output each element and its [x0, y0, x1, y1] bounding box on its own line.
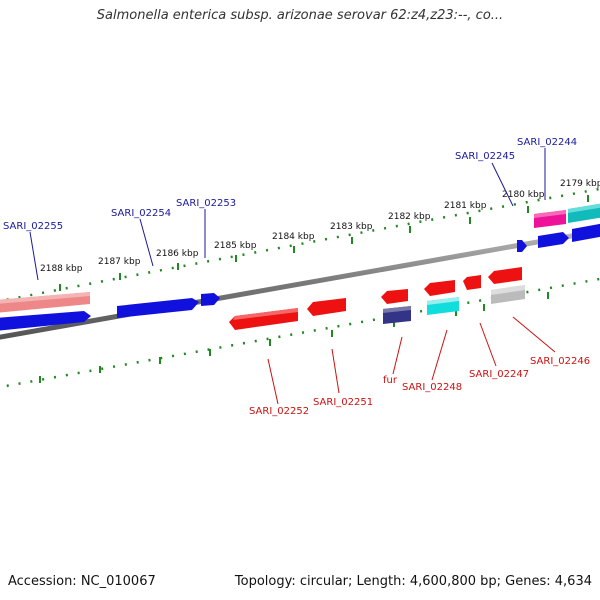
gene-fur[interactable]: [381, 289, 408, 304]
gene-label[interactable]: SARI_02253: [176, 198, 236, 209]
scale-label: 2180 kbp: [502, 190, 545, 200]
forward-gene-labels: SARI_02255 SARI_02254 SARI_02253 SARI_02…: [3, 137, 577, 232]
gene-label[interactable]: SARI_02247: [469, 369, 529, 380]
leader-line: [479, 322, 497, 367]
gene-sari-02246-grey-shade: [491, 285, 525, 295]
scale-label: 2184 kbp: [272, 232, 315, 242]
leader-line: [267, 358, 279, 405]
gene-sari-02252-shade: [233, 308, 298, 320]
leader-line: [139, 218, 154, 267]
reverse-strand-genes: [229, 267, 525, 330]
gene-forward-blue-right[interactable]: [572, 223, 600, 242]
scale-label: 2187 kbp: [98, 257, 141, 267]
forward-strand-genes: [0, 203, 600, 331]
scale-label: 2183 kbp: [330, 222, 373, 232]
reverse-scale-line: [0, 277, 600, 389]
gene-label[interactable]: SARI_02255: [3, 221, 63, 232]
reverse-major-ticks: [39, 292, 549, 383]
gene-pseudo-shade: [0, 292, 90, 304]
gene-sari-02248[interactable]: [424, 280, 455, 296]
leader-line: [512, 316, 556, 353]
gene-label[interactable]: fur: [383, 375, 398, 386]
gene-sari-02255[interactable]: [0, 311, 91, 331]
gene-small-forward[interactable]: [517, 240, 527, 252]
scale-label: 2179 kbp: [560, 179, 600, 189]
gene-sari-02253[interactable]: [201, 293, 220, 306]
reverse-gene-labels: SARI_02252 SARI_02251 fur SARI_02248 SAR…: [249, 356, 590, 417]
gene-label[interactable]: SARI_02254: [111, 208, 171, 219]
gene-sari-02246[interactable]: [488, 267, 522, 284]
scale-labels: 2188 kbp 2187 kbp 2186 kbp 2185 kbp 2184…: [40, 179, 600, 274]
leader-line: [491, 162, 514, 207]
gene-label[interactable]: SARI_02246: [530, 356, 590, 367]
leader-line: [29, 231, 39, 281]
gene-label[interactable]: SARI_02244: [517, 137, 577, 148]
gene-fur-navy-shade: [383, 306, 411, 313]
gene-label[interactable]: SARI_02245: [455, 151, 515, 162]
leader-line: [431, 329, 448, 381]
genome-title: Salmonella enterica subsp. arizonae sero…: [96, 8, 504, 23]
scale-label: 2186 kbp: [156, 249, 199, 259]
forward-leader-lines: [29, 148, 546, 281]
gene-sari-02251[interactable]: [307, 298, 346, 316]
forward-scale-line: [0, 187, 600, 303]
gene-label[interactable]: SARI_02252: [249, 406, 309, 417]
gene-label[interactable]: SARI_02251: [313, 397, 373, 408]
gene-sari-02247[interactable]: [463, 275, 481, 290]
forward-major-ticks: [59, 195, 589, 291]
scale-label: 2182 kbp: [388, 212, 431, 222]
gene-magenta-shade: [534, 210, 566, 218]
leader-line: [392, 336, 403, 375]
gene-forward-blue[interactable]: [538, 232, 569, 248]
gene-sari-02248-cyan-shade: [427, 297, 459, 305]
gene-sari-02254[interactable]: [117, 298, 199, 318]
reverse-leader-lines: [267, 316, 556, 405]
gene-teal-shade: [568, 203, 600, 213]
scale-label: 2185 kbp: [214, 241, 257, 251]
gene-label[interactable]: SARI_02248: [402, 382, 462, 393]
scale-label: 2188 kbp: [40, 264, 83, 274]
leader-line: [331, 348, 340, 394]
accession-text: Accession: NC_010067: [8, 574, 156, 589]
scale-label: 2181 kbp: [444, 201, 487, 211]
genome-stats-text: Topology: circular; Length: 4,600,800 bp…: [234, 574, 592, 589]
